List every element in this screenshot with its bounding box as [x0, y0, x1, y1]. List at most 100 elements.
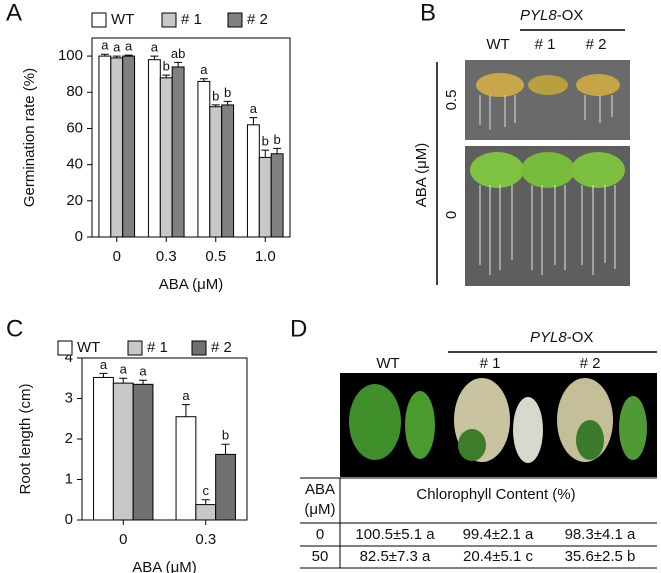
plot-frame [91, 37, 291, 238]
column-label: # 2 [586, 36, 607, 53]
error-bar [249, 117, 258, 125]
table-cell: 99.4±2.1 a [463, 526, 534, 543]
error-bar [223, 100, 232, 105]
y-tick-label: 2 [65, 430, 73, 447]
table-header: Chlorophyll Content (%) [416, 486, 575, 503]
y-tick-label: 3 [65, 389, 73, 406]
table-cell: 20.4±5.1 c [463, 548, 533, 565]
significance-letter: b [274, 132, 281, 147]
table-cell: 50 [312, 548, 329, 565]
significance-letter: a [182, 388, 190, 403]
significance-letter: a [125, 39, 133, 54]
genotype-label: PYL8-OX [520, 7, 583, 24]
significance-letter: ab [171, 46, 185, 61]
error-bar [124, 54, 133, 57]
column-label: WT [486, 36, 509, 53]
y-tick-label: 80 [66, 83, 83, 100]
bar [221, 104, 235, 238]
x-label: ABA (μM) [159, 276, 223, 293]
significance-letter: a [151, 40, 159, 55]
bar [122, 55, 136, 238]
significance-letter: a [200, 62, 208, 77]
table-cell: 0 [316, 526, 324, 543]
error-bar [181, 404, 190, 417]
bar [159, 77, 173, 238]
y-tick-label: 1 [65, 470, 73, 487]
significance-letter: b [222, 428, 229, 443]
significance-letter: b [163, 59, 170, 74]
legend-label: # 1 [147, 339, 168, 356]
y-tick-label: 0 [75, 228, 83, 245]
gene-suffix: -OX [567, 329, 594, 346]
error-bar [199, 78, 208, 82]
y-tick-label: 4 [65, 349, 73, 366]
error-bar [201, 499, 210, 505]
bar [110, 57, 124, 238]
legend-label: # 1 [181, 11, 202, 28]
bar [258, 156, 272, 238]
photo [465, 60, 630, 286]
genotype-label: PYL8-OX [530, 329, 593, 346]
y-label: Germination rate (%) [21, 68, 38, 207]
legend-swatch [227, 12, 243, 28]
x-tick-label: 0.5 [205, 248, 226, 265]
bar [209, 106, 223, 238]
legend-label: # 2 [211, 339, 232, 356]
bar [171, 66, 185, 238]
error-bar [150, 55, 159, 60]
column-label: WT [376, 355, 399, 372]
error-bar [261, 149, 270, 158]
error-bar [211, 104, 220, 107]
bar [215, 453, 236, 521]
gene-suffix: -OX [557, 7, 584, 24]
table-cell: 82.5±7.3 a [360, 548, 431, 565]
row-label: 0 [443, 211, 460, 219]
photo [340, 373, 657, 477]
column-label: # 1 [480, 355, 501, 372]
table-cell: 35.6±2.5 b [565, 548, 636, 565]
significance-letter: b [262, 134, 269, 149]
row-label: 0.5 [443, 90, 460, 111]
legend-label: # 2 [247, 11, 268, 28]
panel-label: D [290, 315, 307, 342]
table-cell: 98.3±4.1 a [565, 526, 636, 543]
significance-letter: c [203, 483, 210, 498]
error-bar [162, 74, 171, 78]
column-label: # 2 [580, 355, 601, 372]
x-tick-label: 0 [113, 248, 121, 265]
error-bar [112, 55, 121, 58]
error-bar [100, 53, 109, 57]
x-tick-label: 1.0 [255, 248, 276, 265]
bar [132, 383, 154, 521]
error-bar [99, 372, 108, 378]
legend-label: WT [77, 339, 100, 356]
y-tick-label: 40 [66, 156, 83, 173]
table-header: (μM) [304, 501, 335, 518]
y-label: Root length (cm) [17, 384, 34, 495]
legend-swatch [191, 340, 207, 356]
panel-label: A [6, 0, 22, 26]
error-bar [119, 377, 128, 384]
table-header: ABA [305, 481, 335, 498]
bar [98, 55, 112, 238]
significance-letter: a [139, 364, 147, 379]
error-bar [221, 443, 230, 455]
x-label: ABA (μM) [132, 559, 196, 573]
panel-label: B [420, 0, 436, 26]
bar [270, 153, 284, 238]
significance-letter: b [224, 85, 231, 100]
error-bar [273, 147, 282, 154]
x-tick-label: 0.3 [195, 531, 216, 548]
bar [197, 80, 211, 238]
significance-letter: a [100, 357, 108, 372]
legend-swatch [161, 12, 177, 28]
x-tick-label: 0.3 [156, 248, 177, 265]
gene: PYL8 [520, 7, 557, 24]
legend-swatch [91, 12, 107, 28]
y-tick-label: 100 [58, 47, 83, 64]
significance-letter: b [212, 88, 219, 103]
y-label: ABA (μM) [413, 143, 430, 207]
x-tick-label: 0 [119, 531, 127, 548]
legend-label: WT [111, 11, 134, 28]
